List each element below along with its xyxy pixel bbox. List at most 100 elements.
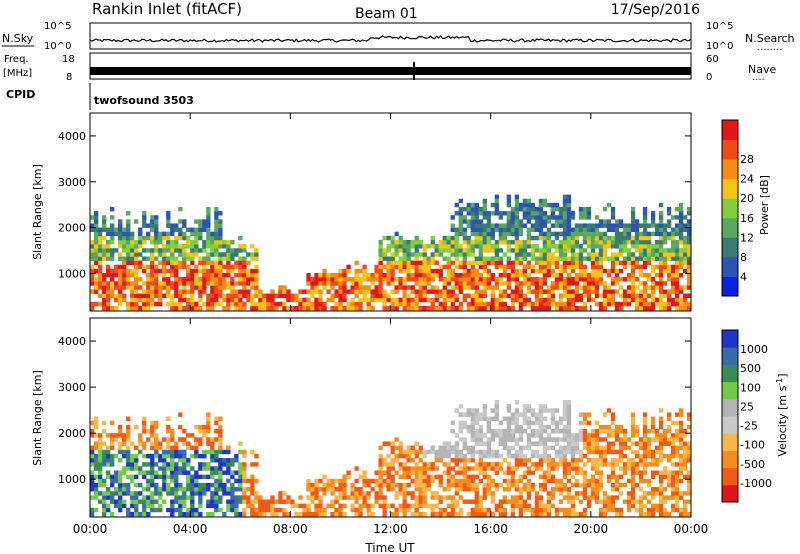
velocity-cell	[502, 441, 507, 446]
power-cell	[658, 223, 664, 228]
power-cell	[370, 277, 375, 282]
velocity-cell	[566, 507, 572, 513]
power-cell	[494, 301, 499, 307]
power-cell	[658, 293, 664, 299]
velocity-cell	[650, 511, 656, 517]
velocity-cell	[462, 424, 467, 430]
velocity-cell	[486, 474, 491, 480]
power-cell	[546, 256, 552, 261]
power-cell	[662, 289, 668, 294]
power-cell	[562, 301, 568, 307]
power-cell	[130, 285, 135, 290]
velocity-cell	[94, 507, 99, 513]
velocity-cell	[622, 445, 628, 451]
power-cell	[526, 244, 532, 249]
power-cell	[658, 211, 664, 216]
velocity-cell	[406, 449, 411, 455]
power-cell	[526, 285, 532, 290]
velocity-cell	[126, 507, 131, 513]
nsky-left-label: N.Sky	[2, 32, 34, 45]
power-cell	[174, 260, 179, 266]
power-cell	[430, 256, 435, 261]
power-cell	[298, 289, 303, 294]
velocity-cell	[562, 408, 568, 413]
power-cell	[558, 293, 564, 299]
power-cell	[134, 277, 139, 282]
velocity-cell	[134, 482, 139, 488]
power-cell	[642, 256, 648, 261]
power-cell	[650, 248, 656, 253]
velocity-cell	[122, 453, 127, 459]
velocity-cell	[242, 507, 247, 513]
velocity-cell	[186, 441, 191, 446]
power-cell	[214, 277, 219, 282]
power-cell	[182, 277, 187, 282]
power-cell	[634, 285, 640, 290]
velocity-cell	[158, 458, 163, 463]
power-cell	[198, 248, 203, 253]
power-cell	[202, 239, 207, 245]
power-cell	[174, 305, 179, 311]
power-cell	[118, 293, 123, 299]
velocity-cell	[474, 474, 479, 480]
power-cell	[418, 285, 423, 290]
power-cell	[358, 277, 363, 282]
power-cell	[438, 293, 443, 299]
velocity-cell	[542, 449, 548, 455]
power-cell	[574, 277, 580, 282]
velocity-cell	[150, 433, 155, 438]
power-cell	[102, 293, 107, 299]
power-cell	[94, 252, 99, 257]
power-cell	[174, 235, 179, 241]
velocity-cell	[450, 478, 455, 484]
velocity-cell	[198, 466, 203, 471]
power-cell	[666, 277, 672, 282]
velocity-cell	[566, 495, 572, 500]
power-cell	[330, 297, 335, 303]
power-cell	[206, 211, 211, 216]
velocity-cell	[642, 449, 648, 455]
velocity-cell	[234, 487, 239, 492]
velocity-cell	[598, 478, 604, 484]
velocity-cell	[510, 416, 516, 422]
power-cell	[558, 248, 564, 253]
power-cell	[434, 272, 439, 278]
power-cell	[170, 293, 175, 299]
power-cell	[662, 248, 668, 253]
power-cell	[482, 211, 487, 216]
velocity-cell	[606, 495, 612, 500]
velocity-cell	[618, 453, 624, 459]
power-cell	[158, 281, 163, 286]
velocity-cell	[470, 478, 475, 484]
power-cell	[398, 268, 403, 274]
power-cell	[378, 297, 383, 303]
power-cell	[214, 301, 219, 307]
power-cell	[114, 268, 119, 274]
velocity-cell	[518, 424, 524, 430]
velocity-cell	[234, 453, 239, 459]
velocity-cell	[670, 474, 676, 480]
velocity-cell	[542, 445, 548, 451]
velocity-cell	[238, 466, 243, 471]
power-cell	[638, 223, 644, 228]
velocity-cell	[90, 449, 95, 455]
power-cell	[234, 281, 239, 286]
power-cell	[590, 268, 596, 274]
power-cell	[674, 285, 680, 290]
power-cell	[594, 227, 600, 233]
velocity-cell	[602, 491, 608, 496]
power-cell	[114, 248, 119, 253]
velocity-cell	[658, 487, 664, 492]
power-cell	[674, 305, 680, 311]
power-cell	[118, 227, 123, 233]
power-cell	[666, 289, 672, 294]
velocity-cell	[578, 449, 584, 455]
power-cell	[478, 211, 483, 216]
velocity-cell	[602, 511, 608, 517]
power-cell	[382, 297, 387, 303]
velocity-cell	[666, 482, 672, 488]
power-cell	[458, 211, 463, 216]
power-cell	[622, 256, 628, 261]
power-cell	[494, 244, 499, 249]
power-cell	[194, 285, 199, 290]
